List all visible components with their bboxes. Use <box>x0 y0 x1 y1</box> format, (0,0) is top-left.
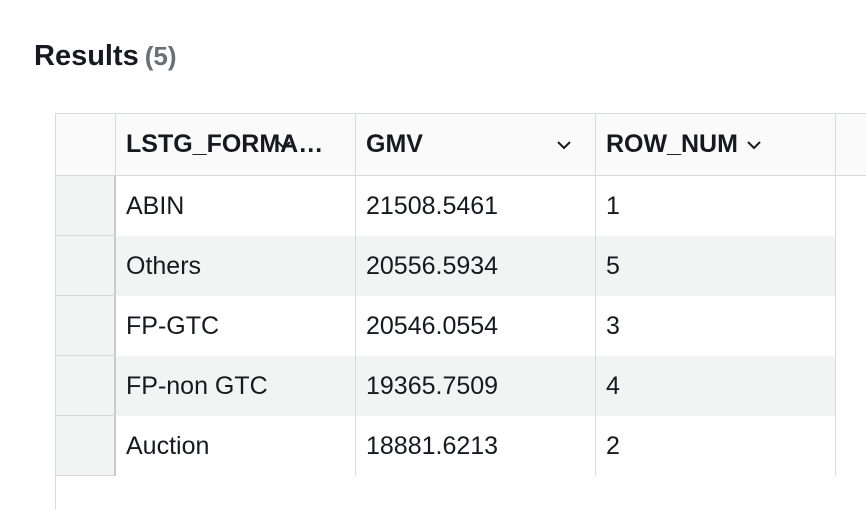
table-cell: 20556.5934 <box>356 236 596 296</box>
table-cell: 20546.0554 <box>356 296 596 356</box>
table-cell: 1 <box>596 176 836 236</box>
sort-chevron[interactable] <box>276 140 292 150</box>
sort-chevron[interactable] <box>746 140 762 150</box>
corner-cell <box>56 114 116 176</box>
column-header[interactable]: GMV <box>356 114 596 176</box>
table-cell: Auction <box>116 416 356 476</box>
column-header[interactable]: LSTG_FORMA… <box>116 114 356 176</box>
row-header <box>56 296 116 356</box>
table-cell: 19365.7509 <box>356 356 596 416</box>
results-title: Results <box>34 40 139 72</box>
table-cell: 5 <box>596 236 836 296</box>
table-cell: ABIN <box>116 176 356 236</box>
row-header <box>56 416 116 476</box>
table-cell: FP-GTC <box>116 296 356 356</box>
table-cell: 21508.5461 <box>356 176 596 236</box>
table-cell: 4 <box>596 356 836 416</box>
table-cell: 18881.6213 <box>356 416 596 476</box>
extra-header <box>836 114 866 176</box>
row-header <box>56 176 116 236</box>
row-header <box>56 236 116 296</box>
column-header[interactable]: ROW_NUM <box>596 114 836 176</box>
table-cell: 3 <box>596 296 836 356</box>
row-header <box>56 356 116 416</box>
results-table: LSTG_FORMA… GMV ROW_NUM ABIN 21508.5461 1 Othe… <box>55 113 866 510</box>
table-cell: FP-non GTC <box>116 356 356 416</box>
table-cell: Others <box>116 236 356 296</box>
results-heading: Results (5) <box>34 40 177 73</box>
table-cell: 2 <box>596 416 836 476</box>
results-count: (5) <box>144 41 177 71</box>
sort-chevron[interactable] <box>556 140 572 150</box>
